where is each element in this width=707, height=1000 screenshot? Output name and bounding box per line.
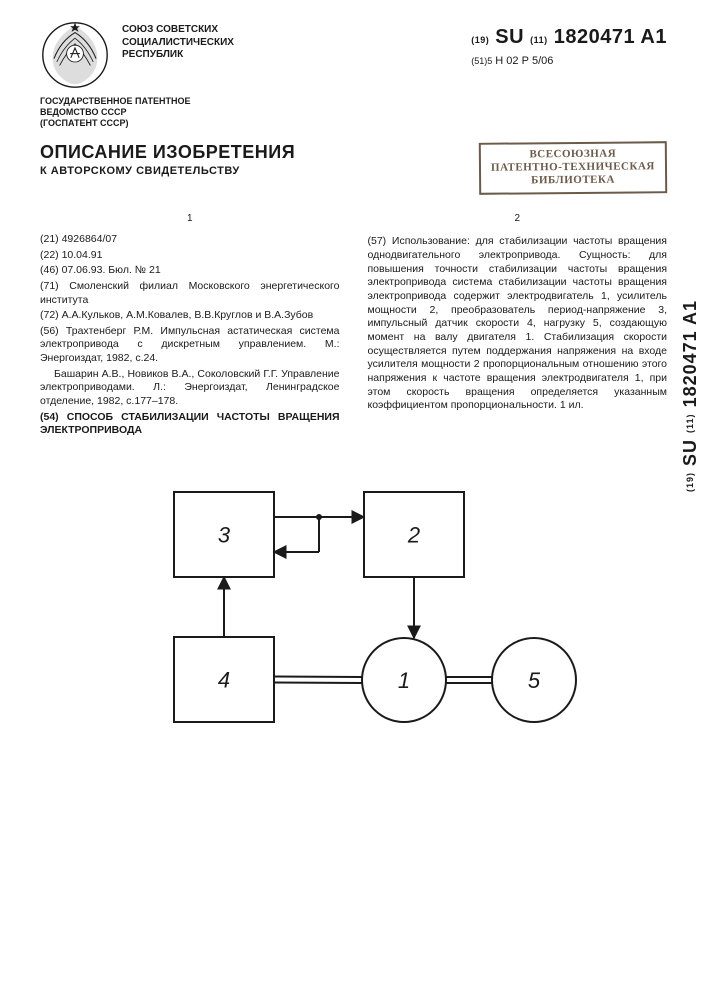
side-country: SU <box>680 439 700 466</box>
stamp-line2: ПАТЕНТНО-ТЕХНИЧЕСКАЯ <box>491 161 655 176</box>
pub-kind: A1 <box>640 26 667 48</box>
document-title: ОПИСАНИЕ ИЗОБРЕТЕНИЯ <box>40 142 295 163</box>
col-number-right: 2 <box>368 212 668 225</box>
col-number-left: 1 <box>40 212 340 225</box>
field-22: (22) 10.04.91 <box>40 249 340 263</box>
field-56a: (56) Трахтенберг Р.М. Импульсная астатич… <box>40 325 340 366</box>
publication-codes: (19) SU (11) 1820471 A1 (51)5 Н 02 Р 5/0… <box>471 20 667 67</box>
document-header: СОЮЗ СОВЕТСКИХ СОЦИАЛИСТИЧЕСКИХ РЕСПУБЛИ… <box>40 20 667 90</box>
pub-prefix: (19) <box>471 35 489 45</box>
text-columns: 1 (21) 4926864/07 (22) 10.04.91 (46) 07.… <box>40 212 667 440</box>
field-71: (71) Смоленский филиал Московского энерг… <box>40 280 340 307</box>
svg-text:4: 4 <box>217 667 229 692</box>
field-46: (46) 07.06.93. Бюл. № 21 <box>40 264 340 278</box>
field-72: (72) А.А.Кульков, А.М.Ковалев, В.В.Кругл… <box>40 309 340 323</box>
stamp-line3: БИБЛИОТЕКА <box>491 174 655 189</box>
pub-country: SU <box>495 26 524 48</box>
svg-text:1: 1 <box>397 668 409 693</box>
block-diagram: 3 2 4 1 5 <box>40 462 667 752</box>
svg-text:2: 2 <box>406 522 419 547</box>
class-prefix: (51)5 <box>471 56 492 66</box>
title-block: ОПИСАНИЕ ИЗОБРЕТЕНИЯ К АВТОРСКОМУ СВИДЕТ… <box>40 142 295 177</box>
pub-mid: (11) <box>530 35 548 45</box>
field-54: (54) СПОСОБ СТАБИЛИЗАЦИИ ЧАСТОТЫ ВРАЩЕНИ… <box>40 411 340 438</box>
column-right: 2 (57) Использование: для стабилизации ч… <box>368 212 668 440</box>
document-subtitle: К АВТОРСКОМУ СВИДЕТЕЛЬСТВУ <box>40 165 295 177</box>
svg-text:5: 5 <box>527 668 540 693</box>
agency-label: ГОСУДАРСТВЕННОЕ ПАТЕНТНОЕ ВЕДОМСТВО СССР… <box>40 96 667 128</box>
column-left: 1 (21) 4926864/07 (22) 10.04.91 (46) 07.… <box>40 212 340 440</box>
republic-label: СОЮЗ СОВЕТСКИХ СОЦИАЛИСТИЧЕСКИХ РЕСПУБЛИ… <box>122 20 234 62</box>
field-56b: Башарин А.В., Новиков В.А., Соколовский … <box>40 368 340 409</box>
svg-text:3: 3 <box>217 522 230 547</box>
side-mid: (11) <box>685 413 695 433</box>
side-number: 1820471 A1 <box>680 300 700 407</box>
side-publication-code: (19) SU (11) 1820471 A1 <box>680 300 701 492</box>
pub-number: 1820471 <box>554 26 635 48</box>
class-code: Н 02 Р 5/06 <box>495 55 553 67</box>
field-21: (21) 4926864/07 <box>40 233 340 247</box>
side-prefix: (19) <box>685 472 695 492</box>
field-57-abstract: (57) Использование: для стабилизации час… <box>368 235 668 412</box>
library-stamp: ВСЕСОЮЗНАЯ ПАТЕНТНО-ТЕХНИЧЕСКАЯ БИБЛИОТЕ… <box>479 142 667 195</box>
ussr-emblem-icon <box>40 20 110 90</box>
